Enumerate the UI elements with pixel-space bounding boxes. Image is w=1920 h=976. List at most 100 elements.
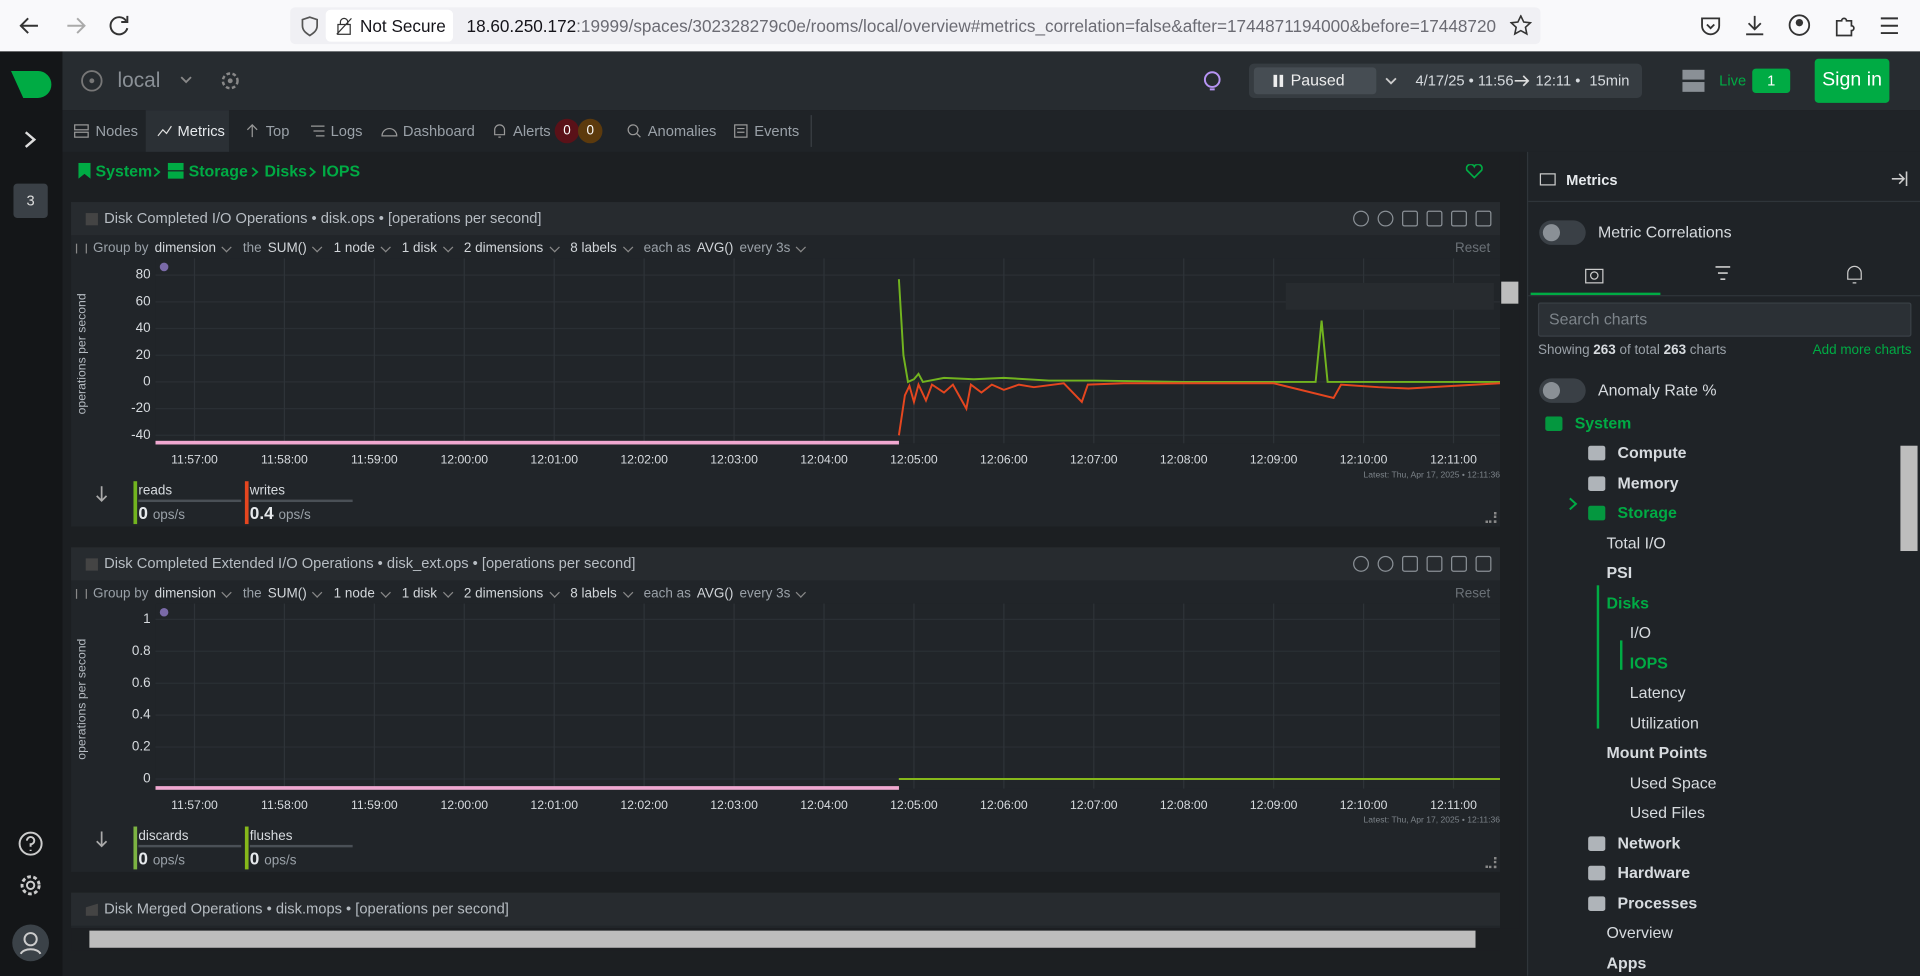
- chart-icon: [85, 558, 98, 571]
- nodes-toggle-icon[interactable]: [1681, 69, 1705, 93]
- tab[interactable]: Nodes: [95, 122, 138, 140]
- horizontal-scrollbar[interactable]: [71, 928, 1501, 951]
- x-tick-label: 12:06:00: [980, 453, 1028, 467]
- chart-action-info[interactable]: [1377, 555, 1394, 572]
- warning-alerts[interactable]: 0: [577, 118, 603, 144]
- scroll-thumb[interactable]: [1501, 281, 1519, 304]
- tree-item[interactable]: Hardware: [1617, 863, 1691, 882]
- tree-item[interactable]: Storage: [1617, 503, 1677, 522]
- tab-active[interactable]: Metrics: [177, 122, 225, 140]
- pocket-icon[interactable]: [1700, 15, 1722, 37]
- filter-tab[interactable]: [1714, 266, 1731, 281]
- help-icon[interactable]: [17, 830, 44, 857]
- tree-item[interactable]: Mount Points: [1606, 743, 1708, 762]
- alerts-tab[interactable]: [1845, 263, 1863, 284]
- tab[interactable]: Dashboard: [402, 122, 475, 140]
- chart-action-drag[interactable]: [1475, 555, 1492, 572]
- range-end[interactable]: 12:11 •: [1535, 72, 1581, 90]
- chart-action-alert[interactable]: [1353, 210, 1369, 227]
- tree-item[interactable]: IOPS: [1629, 653, 1668, 673]
- tree-item[interactable]: Memory: [1617, 473, 1679, 493]
- charts-tab[interactable]: [1583, 263, 1605, 285]
- chart-action-compare[interactable]: [1402, 555, 1418, 572]
- tree-chevron[interactable]: [1569, 497, 1579, 511]
- room-dropdown[interactable]: [180, 76, 192, 86]
- room-name[interactable]: local: [117, 68, 161, 92]
- chart-action-fullscreen[interactable]: [1426, 210, 1443, 227]
- tab[interactable]: Top: [265, 122, 290, 140]
- metric-correlations[interactable]: Metric Correlations: [1597, 222, 1732, 242]
- playback-dropdown[interactable]: [1385, 77, 1397, 87]
- tab[interactable]: Alerts: [513, 122, 551, 140]
- chart-action-alert[interactable]: [1353, 555, 1369, 572]
- tree-item[interactable]: Processes: [1617, 893, 1698, 913]
- tree-item[interactable]: Used Files: [1629, 803, 1706, 822]
- search-input[interactable]: Search charts: [1537, 302, 1912, 337]
- legend-name[interactable]: reads: [138, 483, 173, 499]
- nodes-badge[interactable]: 3: [13, 183, 48, 218]
- legend-name[interactable]: writes: [249, 483, 285, 499]
- tree-item[interactable]: Utilization: [1629, 713, 1699, 733]
- live-count[interactable]: 1: [1752, 68, 1791, 94]
- favorite-icon[interactable]: [1465, 164, 1483, 179]
- news-icon[interactable]: [1202, 70, 1222, 92]
- tab[interactable]: Events: [754, 122, 800, 140]
- back-button[interactable]: [17, 15, 41, 37]
- toggle[interactable]: [1539, 220, 1586, 245]
- tree-item[interactable]: Total I/O: [1606, 533, 1666, 553]
- tree-item[interactable]: Overview: [1606, 923, 1673, 942]
- x-tick-label: 11:59:00: [351, 798, 398, 812]
- chart-action-save[interactable]: [1451, 555, 1467, 572]
- sign-in-button[interactable]: Sign in: [1814, 58, 1890, 103]
- chart-action-compare[interactable]: [1402, 210, 1418, 227]
- tree-item[interactable]: I/O: [1629, 623, 1652, 642]
- forward-button[interactable]: [64, 15, 88, 37]
- extensions-icon[interactable]: [1833, 13, 1856, 37]
- security-chip[interactable]: Not Secure: [325, 9, 454, 42]
- expand-sidebar[interactable]: [22, 130, 39, 150]
- crumb[interactable]: Disks: [264, 161, 307, 181]
- scroll-thumb[interactable]: [1900, 445, 1918, 552]
- collapse-panel[interactable]: [1891, 171, 1908, 187]
- tab[interactable]: Logs: [330, 122, 363, 140]
- vertical-scrollbar[interactable]: [1500, 151, 1520, 929]
- critical-alerts[interactable]: 0: [554, 118, 580, 144]
- chart-action-save[interactable]: [1451, 210, 1467, 227]
- chart-action-info[interactable]: [1377, 210, 1394, 227]
- tree-scrollbar[interactable]: [1899, 416, 1919, 976]
- downloads-icon[interactable]: [1744, 13, 1766, 36]
- room-settings[interactable]: [219, 70, 241, 92]
- playback-toggle[interactable]: Paused: [1253, 67, 1377, 95]
- tree-item[interactable]: Latency: [1629, 683, 1686, 702]
- tree-item[interactable]: Compute: [1617, 443, 1687, 462]
- netdata-logo[interactable]: [11, 69, 52, 103]
- y-tick-label: 0.4: [132, 707, 151, 722]
- range-duration[interactable]: 15min: [1589, 72, 1630, 90]
- scroll-thumb[interactable]: [89, 930, 1476, 948]
- toggle[interactable]: [1539, 378, 1586, 403]
- bookmark-star[interactable]: [1509, 14, 1532, 37]
- reload-button[interactable]: [108, 13, 132, 37]
- tab[interactable]: Anomalies: [647, 122, 717, 140]
- tree-item[interactable]: Disks: [1606, 593, 1650, 613]
- crumb[interactable]: Storage: [188, 161, 248, 181]
- range-start[interactable]: 4/17/25 • 11:56: [1415, 72, 1514, 90]
- account-icon[interactable]: [1788, 13, 1811, 36]
- user-avatar[interactable]: [11, 923, 50, 962]
- menu-icon[interactable]: [1878, 16, 1900, 36]
- crumb[interactable]: IOPS: [322, 161, 361, 181]
- add-more-charts[interactable]: Add more charts: [1812, 342, 1912, 358]
- url-bar[interactable]: Not Secure 18.60.250.172:19999/spaces/30…: [290, 7, 1541, 45]
- chart-action-fullscreen[interactable]: [1426, 555, 1443, 572]
- tree-item[interactable]: PSI: [1606, 563, 1633, 582]
- crumb[interactable]: System: [95, 161, 153, 181]
- settings-icon[interactable]: [17, 872, 44, 899]
- legend-name[interactable]: flushes: [249, 828, 293, 844]
- legend-name[interactable]: discards: [138, 828, 189, 844]
- tree-item[interactable]: Used Space: [1629, 773, 1717, 793]
- anomaly-rate[interactable]: Anomaly Rate %: [1597, 380, 1717, 400]
- chart-action-drag[interactable]: [1475, 210, 1492, 227]
- tree-item[interactable]: Apps: [1606, 953, 1647, 973]
- tree-item[interactable]: System: [1574, 416, 1632, 433]
- tree-item[interactable]: Network: [1617, 833, 1681, 853]
